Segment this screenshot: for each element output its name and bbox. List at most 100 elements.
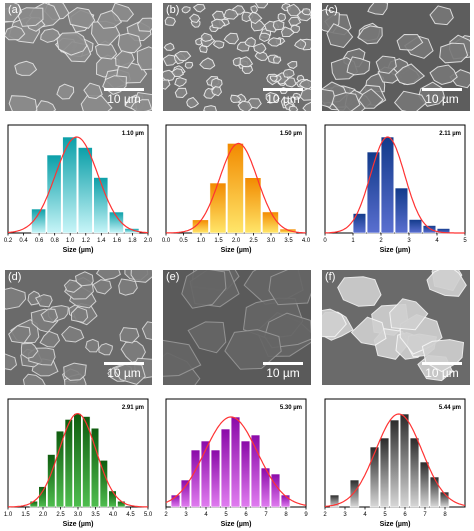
sem-grain [119, 327, 140, 344]
sem-grain [239, 56, 254, 68]
histogram-svg-e: 5.30 µm 2 3 4 5 6 7 8 9 Size (µm) [164, 398, 308, 528]
sem-grain [63, 362, 87, 381]
sem-grain [267, 37, 282, 47]
sem-grain [189, 13, 201, 24]
histogram-bar [82, 416, 91, 508]
sem-grain [291, 92, 301, 100]
sem-grain [8, 325, 31, 344]
scale-label-f: 10 µm [425, 366, 459, 380]
histogram-bar [429, 476, 440, 508]
histogram-bar [38, 486, 47, 508]
x-tick-label: 1.2 [82, 238, 91, 244]
sem-grain [426, 270, 467, 297]
histogram-svg-c: 2.11 µm 0 1 2 3 4 5 Size (µm) [323, 124, 467, 254]
x-tick-label: 0.2 [4, 238, 13, 244]
x-axis-label: Size (µm) [221, 521, 252, 528]
sem-grain [429, 5, 454, 26]
sem-grain [199, 57, 216, 70]
mean-size-annotation: 1.50 µm [280, 131, 302, 137]
plot-frame [324, 124, 466, 234]
sem-grain [244, 37, 256, 48]
x-tick-label: 4 [363, 512, 367, 518]
histogram-bar [279, 228, 297, 234]
histogram-c: 2.11 µm 0 1 2 3 4 5 Size (µm) [320, 121, 470, 255]
scale-bar-f: 10 µm [422, 362, 462, 380]
scale-bar-e: 10 µm [263, 362, 303, 380]
gaussian-fit-curve [7, 136, 149, 234]
sem-texture-f [322, 270, 470, 385]
histogram-bar [240, 440, 251, 508]
histogram-bar [93, 177, 109, 234]
sem-texture-b [163, 3, 311, 111]
histogram-bar [439, 491, 450, 508]
sem-grain [113, 363, 146, 385]
histogram-bar [380, 136, 395, 234]
panel-letter-d: (d) [8, 271, 22, 283]
histogram-bar [117, 500, 126, 508]
histogram-bar [46, 154, 62, 234]
sem-grain [39, 330, 61, 348]
histogram-e: 5.30 µm 2 3 4 5 6 7 8 9 Size (µm) [161, 395, 311, 529]
mean-size-annotation: 5.44 µm [439, 405, 461, 411]
histogram-bar [64, 419, 73, 508]
sem-grain [429, 64, 458, 86]
histogram-bar [77, 147, 93, 234]
sem-grain [80, 94, 113, 111]
histogram-bar [352, 213, 367, 234]
sem-grain [396, 33, 424, 51]
histogram-f: 5.44 µm 2 3 4 5 6 7 8 Size (µm) [320, 395, 470, 529]
sem-grain [67, 7, 96, 29]
sem-grain [358, 88, 384, 109]
histogram-bar [170, 494, 181, 508]
panel-letter-f: (f) [325, 271, 336, 283]
x-tick-label: 3 [407, 238, 411, 244]
x-tick-label: 1.0 [66, 238, 75, 244]
histogram-bar [394, 187, 409, 234]
x-tick-label: 9 [304, 512, 308, 518]
histogram-bar [109, 211, 124, 234]
x-axis-label: Size (µm) [380, 521, 411, 528]
histogram-bar [108, 490, 117, 508]
sem-grain [5, 25, 26, 41]
x-tick-label: 5 [224, 512, 228, 518]
sem-grain [265, 91, 280, 104]
sem-grain [181, 270, 227, 309]
sem-panel-d: (d) 10 µm [5, 270, 152, 385]
sem-grain [92, 279, 112, 295]
gaussian-fit-curve [325, 136, 465, 234]
sem-grain [56, 32, 88, 56]
histogram-bar [349, 479, 360, 508]
sem-grain [288, 105, 299, 111]
histogram-bar [200, 440, 211, 508]
histogram-bar [280, 494, 291, 508]
sem-grain [163, 79, 171, 90]
sem-grain [346, 56, 371, 76]
sem-grain [174, 50, 192, 62]
sem-texture-c [322, 3, 470, 111]
histogram-svg-d: 2.91 µm 1.0 1.5 2.0 2.5 3.0 3.5 4.0 4.5 5.0 Size (… [4, 398, 153, 528]
sem-grain [298, 79, 311, 90]
sem-texture-e [163, 270, 311, 385]
x-tick-label: 4 [204, 512, 208, 518]
sem-grain [224, 329, 282, 370]
histogram-bar [31, 208, 46, 234]
x-tick-label: 5 [463, 238, 467, 244]
sem-grain [115, 50, 135, 69]
scale-bar-b: 10 µm [263, 88, 303, 106]
sem-grain [277, 12, 287, 22]
sem-grain [5, 353, 18, 371]
histogram-bar [220, 428, 231, 508]
histogram-bar [329, 494, 340, 508]
histogram-bar [419, 461, 430, 508]
histogram-bar [250, 434, 261, 508]
x-axis-label: Size (µm) [380, 247, 411, 254]
x-tick-label: 1.0 [4, 512, 13, 518]
x-tick-label: 0.0 [162, 238, 171, 244]
x-tick-label: 6 [403, 512, 407, 518]
x-tick-label: 0.4 [19, 238, 28, 244]
panel-letter-b: (b) [166, 4, 180, 16]
histogram-bar [409, 437, 420, 508]
x-tick-label: 4.0 [302, 238, 311, 244]
sem-grain [137, 17, 152, 32]
x-tick-label: 4.0 [109, 512, 118, 518]
